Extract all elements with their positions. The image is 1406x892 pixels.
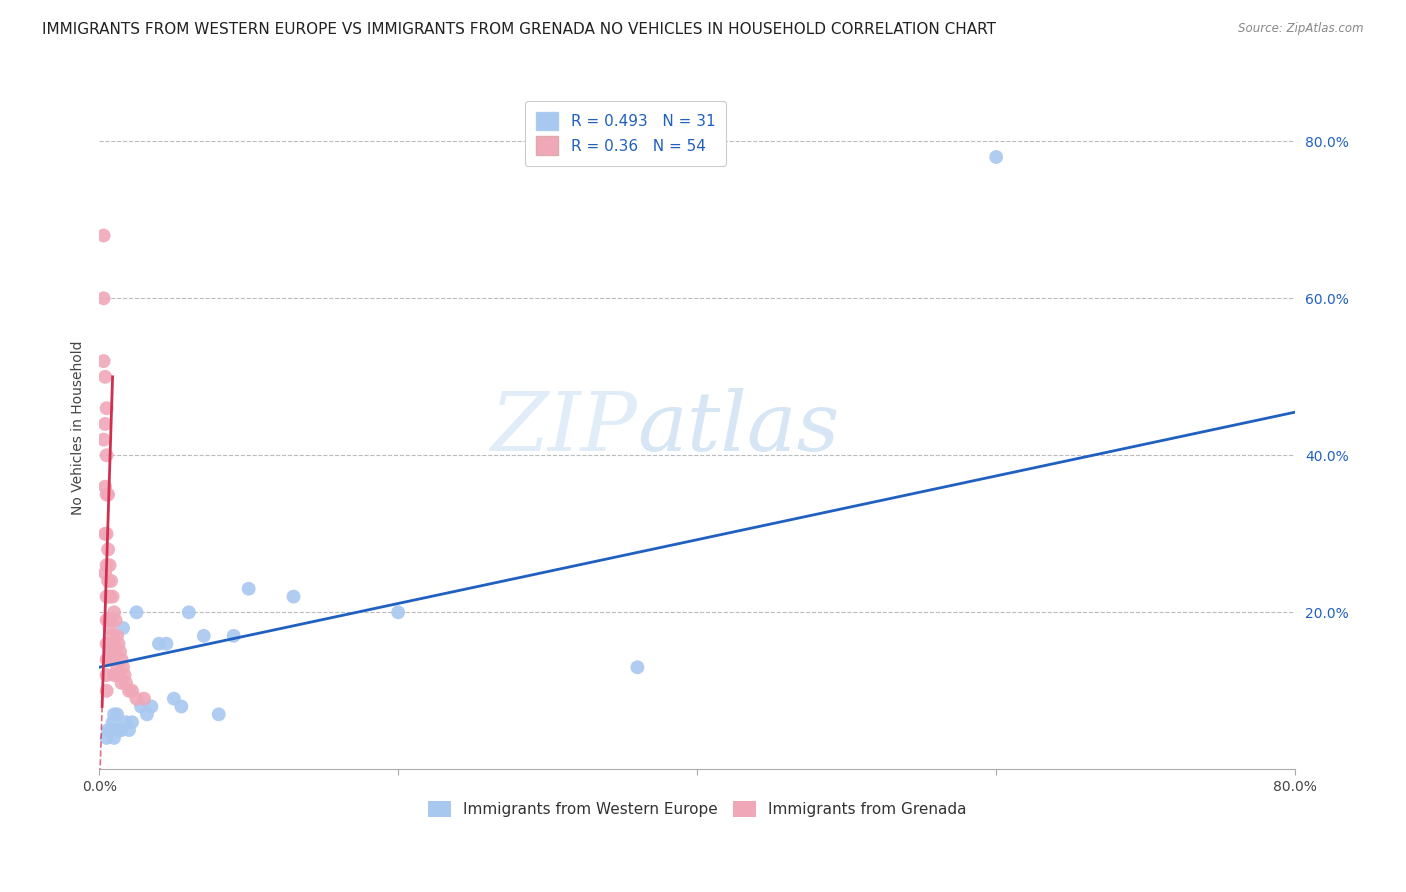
Text: ZIP: ZIP <box>491 388 637 467</box>
Point <box>103 637 125 651</box>
Point <box>283 590 305 604</box>
Point <box>105 629 128 643</box>
Point <box>101 715 124 730</box>
Point <box>94 566 117 580</box>
Point <box>112 621 135 635</box>
Legend: Immigrants from Western Europe, Immigrants from Grenada: Immigrants from Western Europe, Immigran… <box>422 795 973 823</box>
Point <box>96 558 118 573</box>
Point <box>104 644 127 658</box>
Point <box>103 731 125 745</box>
Point <box>110 676 132 690</box>
Text: atlas: atlas <box>637 388 839 467</box>
Point <box>94 369 117 384</box>
Point <box>98 590 121 604</box>
Point <box>98 558 121 573</box>
Point <box>112 660 135 674</box>
Point <box>118 723 141 737</box>
Point <box>114 668 136 682</box>
Point <box>96 526 118 541</box>
Point <box>97 723 120 737</box>
Point <box>94 480 117 494</box>
Point <box>98 652 121 666</box>
Point <box>96 637 118 651</box>
Point <box>222 629 245 643</box>
Point <box>115 676 138 690</box>
Point <box>170 699 193 714</box>
Point <box>387 605 409 619</box>
Point <box>105 660 128 674</box>
Point <box>104 613 127 627</box>
Point <box>107 668 129 682</box>
Point <box>100 723 122 737</box>
Point <box>108 644 131 658</box>
Point <box>97 613 120 627</box>
Point <box>118 683 141 698</box>
Point <box>96 448 118 462</box>
Point <box>121 683 143 698</box>
Point <box>97 487 120 501</box>
Point <box>115 715 138 730</box>
Point <box>193 629 215 643</box>
Y-axis label: No Vehicles in Household: No Vehicles in Household <box>72 341 86 515</box>
Text: Source: ZipAtlas.com: Source: ZipAtlas.com <box>1239 22 1364 36</box>
Point <box>626 660 648 674</box>
Point <box>110 723 132 737</box>
Point <box>110 652 132 666</box>
Point <box>125 605 148 619</box>
Point <box>107 637 129 651</box>
Point <box>96 613 118 627</box>
Point <box>96 487 118 501</box>
Point <box>96 401 118 416</box>
Point <box>129 699 152 714</box>
Point <box>148 637 170 651</box>
Point <box>103 707 125 722</box>
Point <box>101 652 124 666</box>
Point <box>208 707 231 722</box>
Point <box>97 574 120 588</box>
Point <box>96 590 118 604</box>
Point <box>96 668 118 682</box>
Point <box>98 621 121 635</box>
Point <box>94 526 117 541</box>
Point <box>93 228 115 243</box>
Point <box>97 652 120 666</box>
Point <box>94 417 117 431</box>
Point <box>97 542 120 557</box>
Point <box>103 668 125 682</box>
Point <box>100 613 122 627</box>
Point <box>93 433 115 447</box>
Point <box>101 629 124 643</box>
Point <box>96 683 118 698</box>
Point <box>93 354 115 368</box>
Point <box>101 590 124 604</box>
Point <box>100 644 122 658</box>
Point <box>105 707 128 722</box>
Point <box>93 291 115 305</box>
Point <box>96 652 118 666</box>
Point <box>125 691 148 706</box>
Point <box>121 715 143 730</box>
Point <box>238 582 260 596</box>
Point <box>98 644 121 658</box>
Point <box>107 723 129 737</box>
Point <box>100 574 122 588</box>
Point <box>141 699 163 714</box>
Point <box>163 691 186 706</box>
Text: IMMIGRANTS FROM WESTERN EUROPE VS IMMIGRANTS FROM GRENADA NO VEHICLES IN HOUSEHO: IMMIGRANTS FROM WESTERN EUROPE VS IMMIGR… <box>42 22 997 37</box>
Point <box>177 605 200 619</box>
Point <box>103 605 125 619</box>
Point <box>132 691 155 706</box>
Point <box>155 637 177 651</box>
Point <box>96 731 118 745</box>
Point <box>986 150 1008 164</box>
Point <box>136 707 159 722</box>
